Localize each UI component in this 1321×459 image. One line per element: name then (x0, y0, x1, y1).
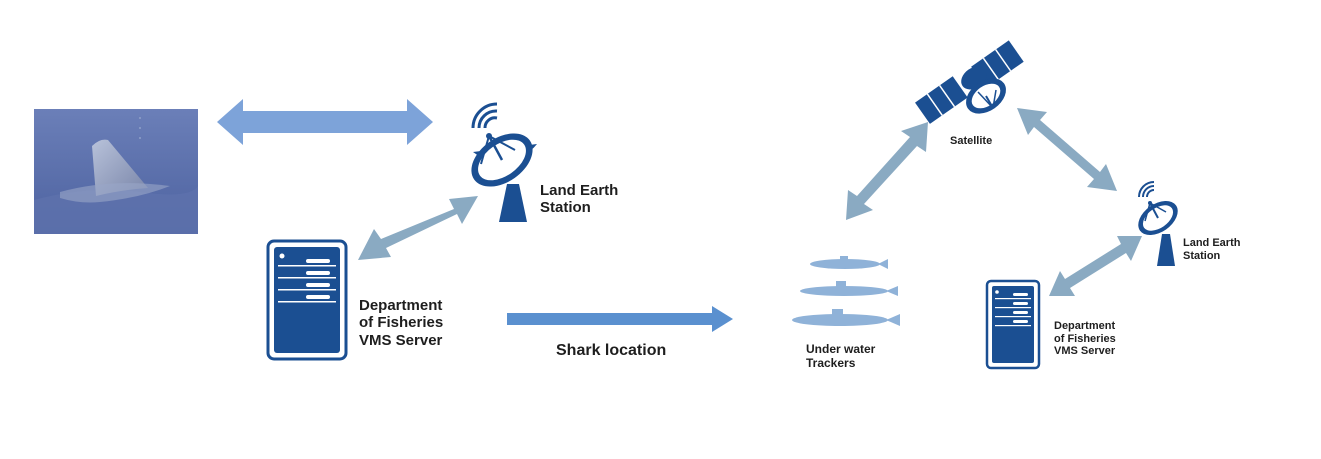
left-station-label-line1: Land Earth (540, 182, 619, 199)
double-arrow-photo-station (217, 99, 433, 145)
trackers-label-line1: Under water (806, 342, 876, 356)
right-station-label-line1: Land Earth (1183, 237, 1241, 249)
right-server-label-line2: of Fisheries (1054, 332, 1116, 345)
vms-server-icon-right (985, 279, 1041, 370)
right-server-label-line1: Department (1054, 320, 1116, 332)
double-arrow-server-station (358, 196, 478, 260)
shark-location-label: Shark location (556, 342, 667, 359)
satellite-icon (915, 40, 1024, 124)
land-earth-station-icon (471, 102, 537, 222)
right-station-label-line2: Station (1183, 249, 1221, 262)
vms-server-icon (266, 239, 348, 361)
left-station-label-line2: Station (540, 199, 591, 217)
double-arrow-trackers-satellite (846, 122, 928, 220)
right-server-label: Department of Fisheries VMS Server (1054, 320, 1116, 358)
left-server-label: Department of Fisheries VMS Server (359, 297, 443, 349)
right-server-label-line3: VMS Server (1054, 345, 1116, 358)
right-station-label: Land Earth Station (1183, 237, 1240, 262)
double-arrow-satellite-station (1017, 108, 1117, 191)
left-server-label-line1: Department (359, 297, 443, 314)
underwater-trackers-icon (792, 256, 900, 326)
left-server-label-line2: of Fisheries (359, 314, 444, 332)
left-station-label: Land Earth Station (540, 182, 618, 217)
shark-fin-photo (34, 109, 198, 234)
land-earth-station-icon-right (1138, 181, 1178, 266)
trackers-label: Under water Trackers (806, 342, 876, 371)
double-arrow-server-station-right (1049, 236, 1142, 296)
satellite-label: Satellite (950, 135, 993, 147)
trackers-label-line2: Trackers (806, 355, 856, 370)
left-server-label-line3: VMS Server (359, 331, 443, 349)
shark-location-arrow (507, 306, 733, 332)
